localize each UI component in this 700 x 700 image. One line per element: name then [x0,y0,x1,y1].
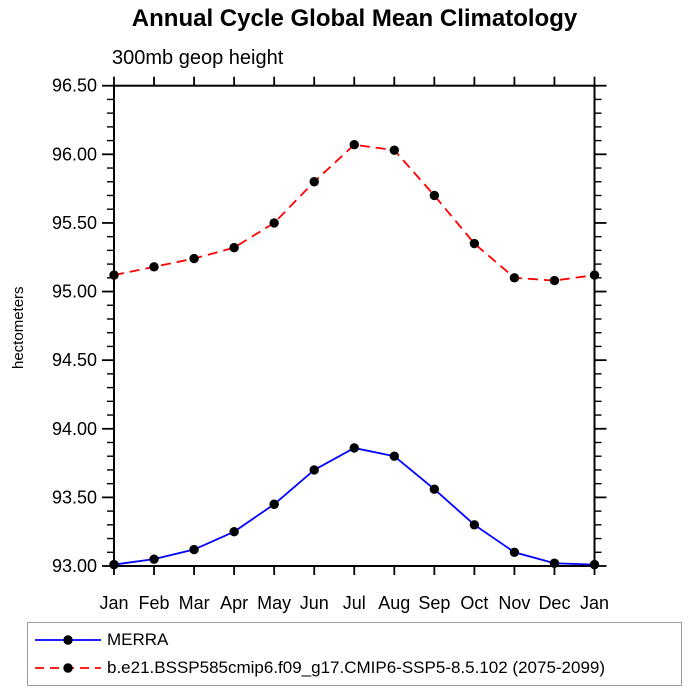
data-point-marker [269,499,279,509]
data-point-marker [549,558,560,568]
data-point-marker [109,270,119,280]
y-tick-label: 96.50 [52,76,97,96]
y-tick-label: 93.00 [52,556,97,576]
data-point-marker [509,547,520,557]
x-tick-label: Feb [139,593,170,613]
data-point-marker [429,484,440,494]
legend-box: MERRA b.e21.BSSP585cmip6.f09_g17.CMIP6-S… [27,622,682,686]
data-point-marker [389,451,399,461]
y-tick-label: 95.00 [52,282,97,302]
legend-line-sample-solid [35,635,101,645]
data-point-marker [589,559,600,570]
x-tick-label: Dec [538,593,570,613]
chart-subtitle: 300mb geop height [112,47,284,69]
data-point-marker [309,177,319,187]
data-point-marker [269,218,279,228]
x-tick-label: Aug [378,593,410,613]
x-tick-label: Jan [99,593,128,613]
data-point-marker [549,275,560,286]
x-tick-label: Oct [460,593,488,613]
x-tick-label: Jan [580,593,609,613]
data-point-marker [149,262,159,272]
data-point-marker [589,270,600,280]
plot-area: 93.00 93.50 94.00 94.50 95.00 95.50 96.00 96.50… [52,76,609,613]
x-tick-label: Apr [220,593,248,613]
data-point-marker [349,140,359,150]
data-point-marker [509,273,520,283]
series-line-merra [113,447,595,566]
legend-label-merra: MERRA [107,630,169,649]
data-point-marker [429,190,440,201]
legend-label-model: b.e21.BSSP585cmip6.f09_g17.CMIP6-SSP5-8.… [107,658,606,677]
x-tick-label: Jun [300,593,329,613]
data-point-marker [469,520,480,530]
y-tick-label: 96.00 [52,144,97,164]
data-point-marker [229,526,239,537]
legend-marker-dot [63,635,73,645]
data-point-marker [149,554,159,564]
x-tick-label: Mar [179,593,210,613]
legend-line-sample-dashed [35,663,101,673]
x-tick-label: Jul [343,593,366,613]
legend-item-merra: MERRA [31,626,681,654]
y-tick-label: 94.00 [52,419,97,439]
y-tick-label: 95.50 [52,213,97,233]
plot-box-border [113,84,596,567]
data-point-marker [469,238,480,249]
x-tick-label: May [257,593,291,613]
series-line-model [113,143,595,282]
data-point-marker [389,145,399,155]
legend-item-model: b.e21.BSSP585cmip6.f09_g17.CMIP6-SSP5-8.… [31,654,681,682]
x-tick-label: Sep [418,593,450,613]
chart-title: Annual Cycle Global Mean Climatology [131,5,578,32]
y-tick-label: 93.50 [52,487,97,507]
data-point-marker [229,242,239,253]
data-point-marker [349,443,359,453]
data-point-marker [189,253,199,264]
legend-marker-dot [63,663,73,673]
data-point-marker [189,544,199,555]
data-point-marker [109,559,119,570]
x-tick-label: Nov [498,593,530,613]
data-point-marker [309,465,319,475]
y-tick-label: 94.50 [52,350,97,370]
